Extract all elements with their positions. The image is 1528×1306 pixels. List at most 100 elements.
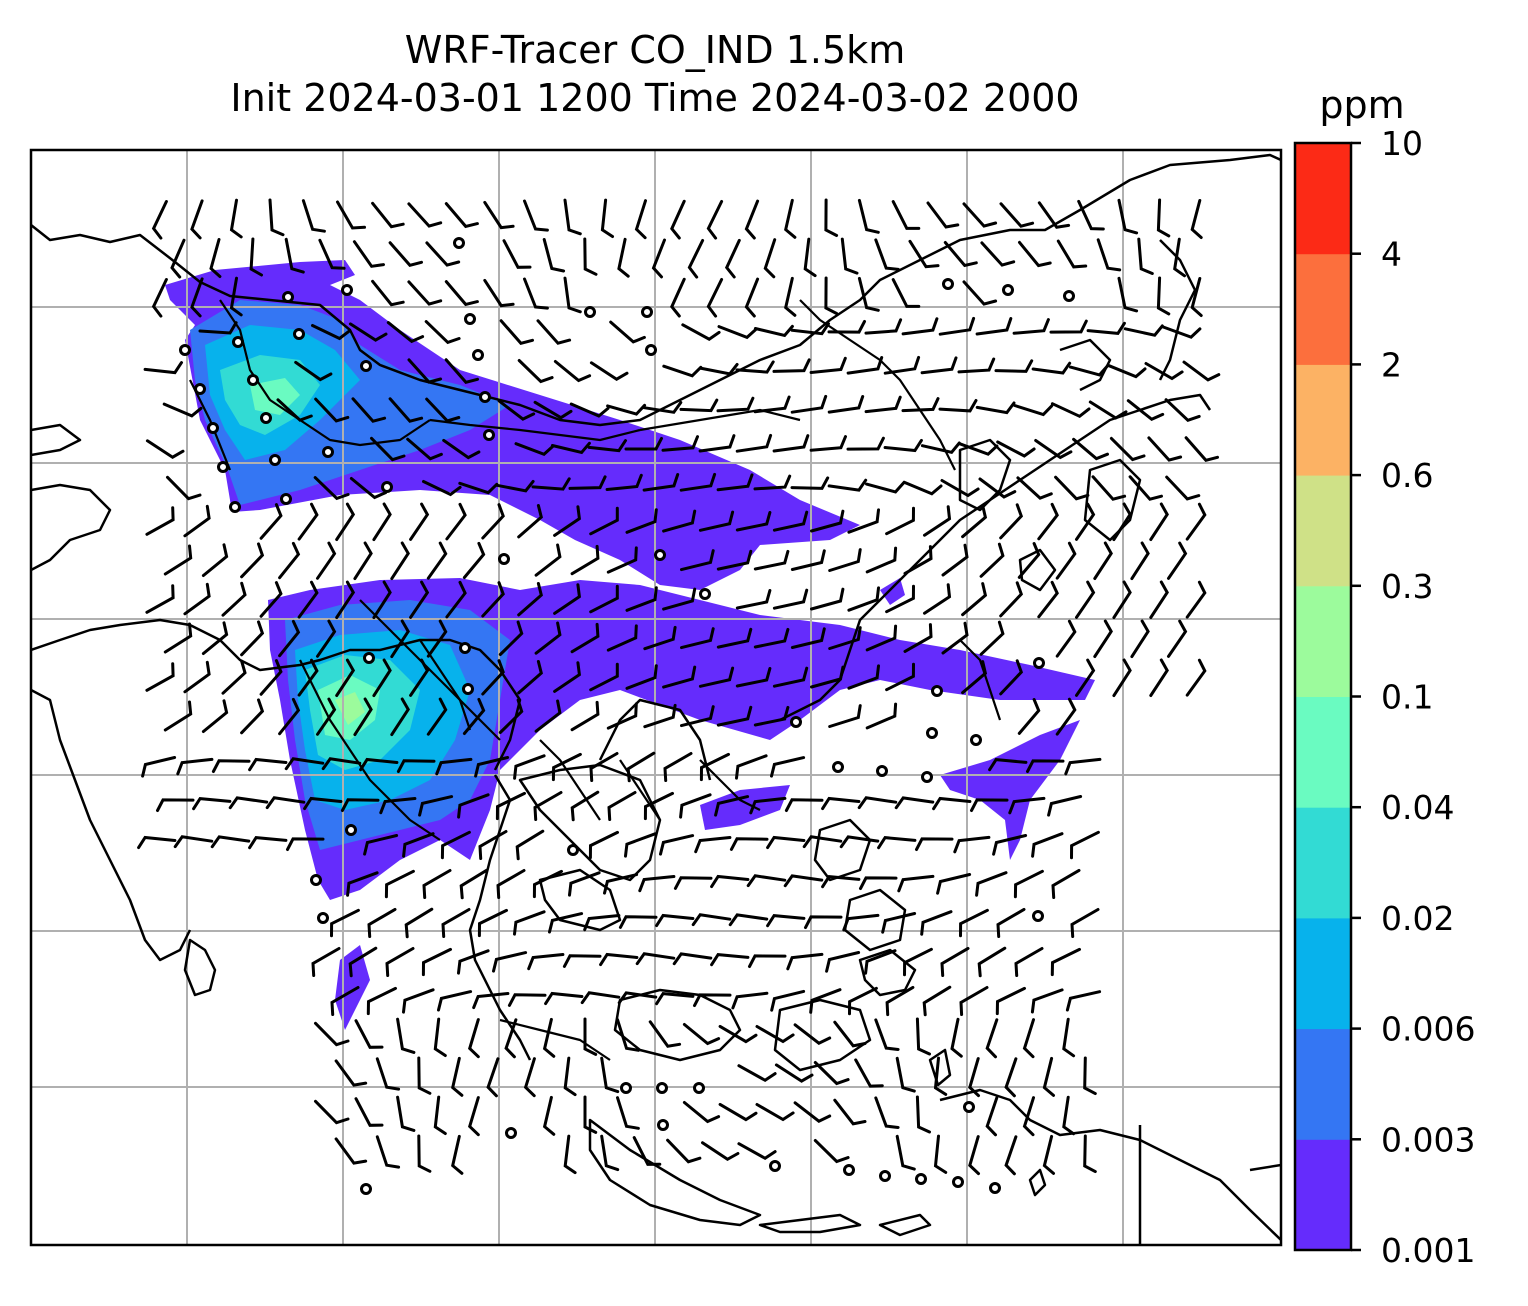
wind-barb xyxy=(961,660,988,695)
wind-barb xyxy=(1185,502,1207,541)
wind-barb xyxy=(959,986,989,1016)
wind-barb xyxy=(570,700,600,732)
wind-barb xyxy=(301,199,326,233)
wind-barb xyxy=(1018,240,1052,268)
calm-marker xyxy=(654,549,666,561)
wind-barb xyxy=(865,481,905,494)
wind-barb xyxy=(902,480,943,496)
wind-barb xyxy=(183,504,211,538)
wind-barb xyxy=(417,1056,432,1095)
wind-barb xyxy=(568,475,607,490)
wind-barb xyxy=(335,658,356,697)
wind-barb xyxy=(895,1056,916,1093)
colorbar-tick-label: 0.04 xyxy=(1381,788,1454,827)
calm-marker xyxy=(921,771,933,783)
wind-barb xyxy=(1167,619,1188,658)
colorbar-bin xyxy=(1295,917,1351,1030)
wind-barb xyxy=(903,947,933,977)
wind-barb xyxy=(977,946,1007,978)
wind-barb xyxy=(284,757,325,771)
wind-barb xyxy=(201,621,229,655)
wind-barb xyxy=(145,439,185,459)
wind-barb xyxy=(240,620,265,657)
wind-barb xyxy=(651,238,666,279)
colorbar-tick-label: 0.006 xyxy=(1381,1010,1475,1049)
wind-barb xyxy=(790,394,828,414)
wind-barb xyxy=(1130,541,1150,581)
colorbar-tick-label: 0.1 xyxy=(1381,678,1433,717)
wind-barb xyxy=(847,664,880,690)
wind-barb xyxy=(999,659,1024,696)
wind-barb xyxy=(1050,947,1081,977)
wind-barb xyxy=(1056,239,1088,269)
wind-barb xyxy=(422,480,462,497)
colorbar-tick-label: 0.001 xyxy=(1381,1231,1475,1270)
wind-barb xyxy=(810,665,845,689)
wind-barb xyxy=(753,705,790,727)
calm-marker xyxy=(479,391,491,403)
wind-barb xyxy=(276,398,313,422)
wind-barb xyxy=(583,914,621,932)
wind-barb xyxy=(568,871,601,897)
wind-barb xyxy=(311,324,351,341)
wind-barb xyxy=(857,198,880,234)
wind-barb xyxy=(1012,318,1050,335)
wind-barb xyxy=(170,238,186,279)
wind-barb xyxy=(492,951,528,973)
calm-marker xyxy=(194,383,206,395)
wind-barb xyxy=(999,503,1024,540)
colorbar-tick-label: 0.003 xyxy=(1381,1120,1475,1159)
wind-barb xyxy=(1126,399,1165,422)
wind-barb xyxy=(1049,319,1088,334)
wind-barb xyxy=(1050,402,1091,419)
calm-marker xyxy=(229,501,241,513)
wind-barb xyxy=(390,697,410,737)
calm-marker xyxy=(1032,910,1044,922)
wind-barb xyxy=(190,199,204,240)
wind-barb xyxy=(670,277,686,318)
wind-barb xyxy=(1075,502,1096,541)
colorbar-tick-label: 0.3 xyxy=(1381,567,1433,606)
wind-barb xyxy=(716,396,755,413)
wind-barb xyxy=(201,699,229,733)
wind-barb xyxy=(903,623,933,653)
wind-barb xyxy=(1072,437,1109,461)
wind-barb xyxy=(313,476,350,501)
wind-barb xyxy=(583,237,598,276)
wind-barb xyxy=(349,477,388,500)
wind-barb xyxy=(406,437,443,461)
wind-barb xyxy=(348,946,378,978)
wind-barb xyxy=(352,240,385,268)
wind-barb xyxy=(1031,832,1064,858)
wind-barb xyxy=(753,549,790,571)
wind-barb xyxy=(334,1059,368,1087)
wind-barb xyxy=(698,434,736,453)
calm-marker xyxy=(769,1160,781,1172)
calm-marker xyxy=(293,328,305,340)
wind-barb xyxy=(457,949,490,975)
wind-barb xyxy=(606,403,647,416)
wind-barb xyxy=(920,441,961,454)
wind-barb xyxy=(659,834,695,856)
wind-barb xyxy=(605,473,643,491)
wind-barb xyxy=(517,660,543,695)
wind-barb xyxy=(885,985,915,1017)
wind-barb xyxy=(840,237,859,275)
wind-barb xyxy=(706,200,724,240)
wind-barb xyxy=(706,278,724,318)
wind-barb xyxy=(744,277,760,318)
wind-barb xyxy=(563,1056,577,1097)
wind-barb xyxy=(968,1057,980,1098)
wind-barb xyxy=(459,868,489,900)
calm-marker xyxy=(879,1170,891,1182)
wind-barb xyxy=(714,795,750,817)
wind-barb xyxy=(877,836,917,850)
wind-barb xyxy=(744,199,760,240)
colorbar-bins xyxy=(1295,143,1351,1251)
wind-barb xyxy=(985,1018,999,1059)
wind-barb xyxy=(396,1095,416,1132)
wind-barb xyxy=(790,476,830,490)
wind-barb xyxy=(363,834,399,856)
wind-barb xyxy=(718,1102,758,1122)
wind-barb xyxy=(958,442,999,456)
